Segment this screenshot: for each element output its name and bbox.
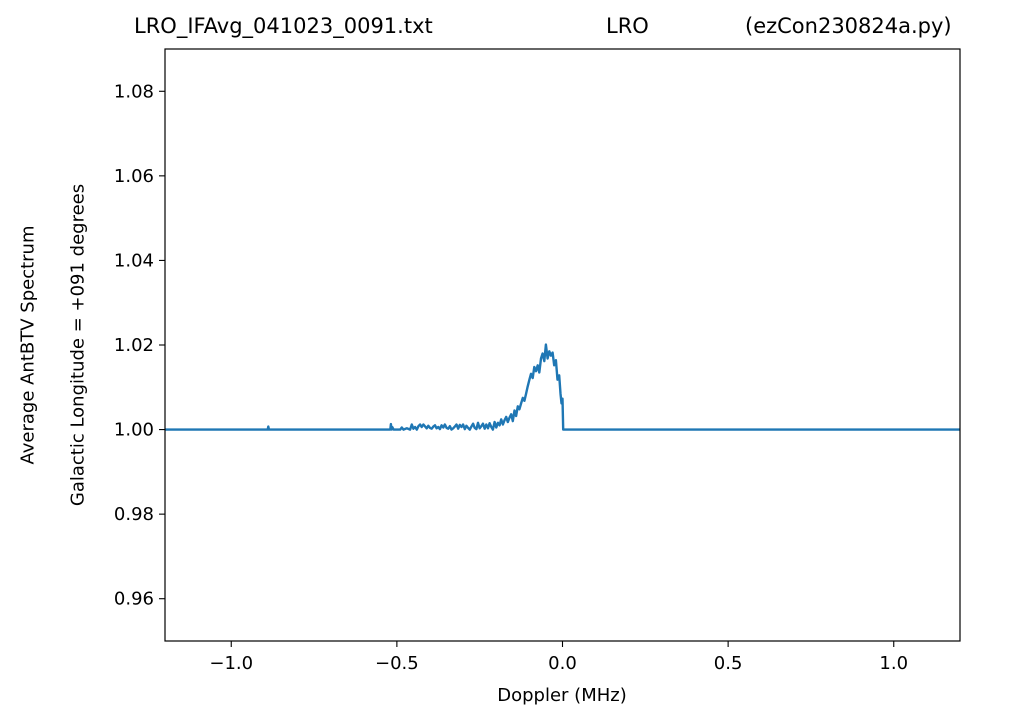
x-tick-label: 0.0 [548, 653, 577, 674]
y-tick-label: 1.02 [114, 335, 154, 356]
y-tick-label: 1.08 [114, 81, 154, 102]
title-station: LRO [606, 14, 649, 38]
x-axis-label: Doppler (MHz) [497, 685, 627, 706]
y-tick-label: 1.00 [114, 420, 154, 441]
x-tick-label: 1.0 [879, 653, 908, 674]
x-tick-label: −1.0 [209, 653, 253, 674]
x-tick-label: −0.5 [375, 653, 419, 674]
y-axis-label-line-2: Galactic Longitude = +091 degrees [67, 183, 89, 507]
x-tick-label: 0.5 [714, 653, 743, 674]
series-line-0 [165, 343, 960, 431]
y-tick-label: 1.06 [114, 166, 154, 187]
plot-data [165, 343, 960, 431]
y-axis-ticks: 0.96 0.98 1.00 1.02 1.04 1.06 1.08 [114, 81, 165, 610]
x-axis-ticks: −1.0 −0.5 0.0 0.5 1.0 [209, 641, 908, 674]
title-script: (ezCon230824a.py) [745, 14, 952, 38]
y-tick-label: 0.96 [114, 589, 154, 610]
y-tick-label: 0.98 [114, 504, 154, 525]
y-axis-label-line-1: Average AntBTV Spectrum [17, 225, 39, 465]
title-filename: LRO_IFAvg_041023_0091.txt [134, 14, 433, 38]
plot-frame [164, 48, 961, 642]
y-tick-label: 1.04 [114, 250, 154, 271]
